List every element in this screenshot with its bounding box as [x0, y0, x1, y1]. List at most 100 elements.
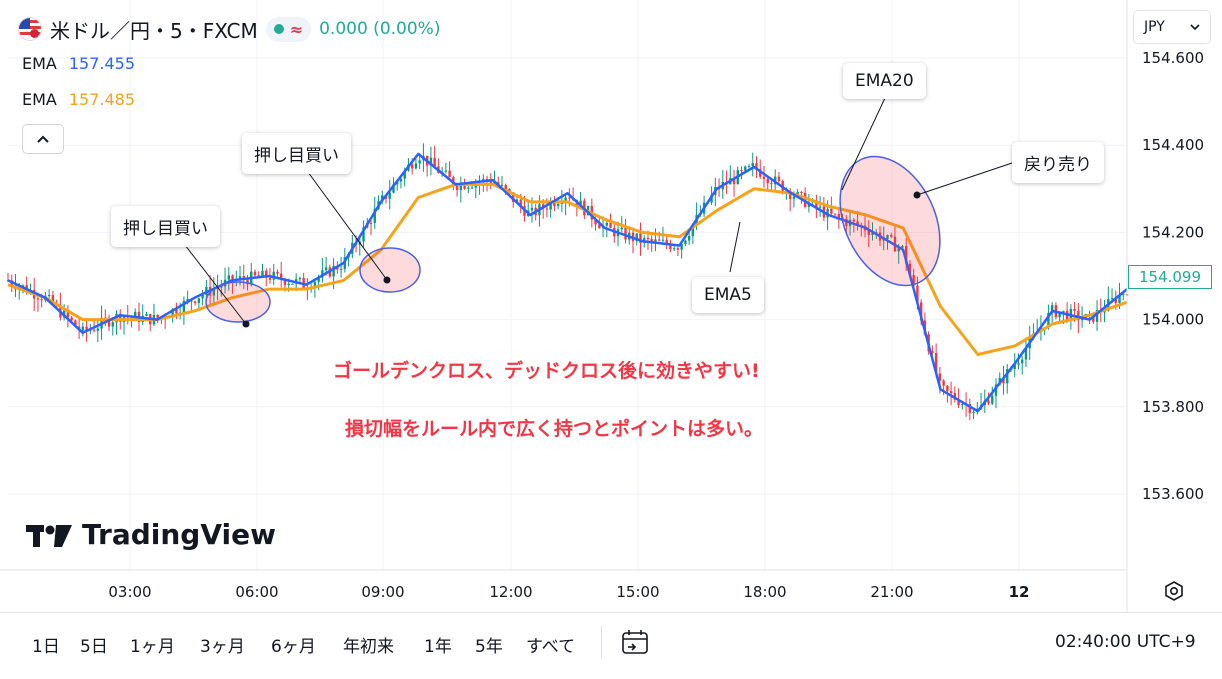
candle — [867, 220, 870, 248]
ema-fast-line — [7, 152, 1128, 413]
x-tick-label: 18:00 — [743, 583, 786, 601]
candle — [751, 152, 754, 177]
x-tick-label: 15:00 — [616, 583, 659, 601]
candle — [822, 196, 826, 222]
last-price-tag: 154.099 — [1128, 265, 1212, 289]
callout-ema5[interactable]: EMA5 — [692, 277, 764, 313]
candle — [369, 217, 373, 235]
range-5d-button[interactable]: 5日 — [80, 637, 108, 657]
candle — [747, 164, 751, 169]
symbol-title[interactable]: 米ドル／円・5・FXCM — [50, 18, 258, 43]
market-open-dot-icon — [273, 24, 284, 34]
candle — [957, 388, 960, 409]
currency-label: JPY — [1144, 19, 1165, 35]
range-6m-button[interactable]: 6ヶ月 — [271, 637, 316, 657]
y-tick-label: 153.800 — [1142, 398, 1204, 416]
candle — [261, 264, 264, 278]
range-1y-button[interactable]: 1年 — [424, 637, 452, 657]
candle — [672, 246, 676, 251]
highlight-ellipse-buy1 — [205, 281, 271, 323]
range-ytd-button[interactable]: 年初来 — [343, 637, 394, 657]
candle — [459, 176, 463, 203]
candle — [339, 256, 343, 278]
candle — [762, 165, 766, 188]
candle — [549, 197, 552, 218]
candle — [766, 176, 769, 192]
candle — [1006, 364, 1009, 394]
bottom-toolbar — [0, 612, 1222, 679]
candle — [1021, 356, 1024, 375]
collapse-legend-button[interactable] — [22, 124, 64, 154]
note-line-1[interactable]: ゴールデンクロス、デッドクロス後に効きやすい! — [333, 360, 760, 382]
candle — [818, 196, 822, 217]
candle — [759, 159, 762, 179]
highlight-ellipse-sell — [839, 155, 941, 287]
candle — [777, 172, 781, 185]
candle — [201, 289, 204, 306]
candle — [107, 314, 111, 332]
status-pill[interactable]: ≈ — [265, 16, 312, 42]
delayed-icon: ≈ — [289, 19, 304, 39]
candle — [149, 313, 152, 332]
candle — [1024, 337, 1028, 368]
candle — [680, 242, 683, 259]
indicator-ema-slow[interactable]: EMA 157.485 — [22, 90, 135, 109]
symbol-header: 米ドル／円・5・FXCM ≈ 0.000 (0.00%) — [18, 12, 440, 46]
candle — [212, 276, 216, 305]
candle — [976, 402, 979, 415]
y-tick-label: 154.600 — [1142, 49, 1204, 67]
price-chart[interactable]: 154.600 154.400 154.200 154.000 153.800 153.6… — [0, 0, 1222, 612]
candle — [972, 410, 975, 420]
candle — [624, 219, 627, 244]
indicator-label: EMA — [22, 54, 57, 73]
indicator-ema-fast[interactable]: EMA 157.455 — [22, 54, 135, 73]
range-5y-button[interactable]: 5年 — [475, 637, 503, 657]
candle — [949, 381, 953, 406]
tradingview-logo[interactable]: TradingView — [26, 518, 276, 551]
x-tick-label: 06:00 — [235, 583, 278, 601]
range-all-button[interactable]: すべて — [526, 637, 576, 657]
candle — [1069, 304, 1073, 330]
callout-sell[interactable]: 戻り売り — [1012, 142, 1104, 183]
candle — [429, 146, 433, 176]
candle — [280, 261, 283, 288]
candle — [1017, 353, 1020, 370]
callout-buy2[interactable]: 押し目買い — [242, 133, 351, 174]
candle — [1050, 302, 1054, 325]
note-line-2[interactable]: 損切幅をルール内で広く持つとポイントは多い。 — [345, 418, 764, 440]
currency-select[interactable]: JPY — [1133, 10, 1211, 44]
candle — [467, 185, 470, 194]
date-range-calendar-icon[interactable] — [620, 628, 652, 656]
candle — [1002, 365, 1005, 395]
candle — [444, 162, 448, 174]
x-tick-label: 09:00 — [361, 583, 404, 601]
logo-text: TradingView — [82, 518, 276, 551]
range-3m-button[interactable]: 3ヶ月 — [200, 637, 245, 657]
candle — [755, 156, 758, 178]
toolbar-divider — [601, 626, 602, 658]
candle — [152, 303, 156, 327]
candle — [1110, 288, 1114, 302]
candle — [231, 274, 234, 294]
candle — [639, 222, 642, 256]
candle — [321, 257, 324, 283]
callout-ema20[interactable]: EMA20 — [843, 63, 926, 99]
timezone-clock[interactable]: 02:40:00 UTC+9 — [1055, 632, 1196, 652]
range-1d-button[interactable]: 1日 — [32, 637, 60, 657]
settings-icon[interactable] — [1165, 581, 1183, 601]
candle — [433, 145, 436, 167]
candle — [448, 161, 451, 178]
callout-buy1[interactable]: 押し目買い — [111, 206, 220, 247]
us-jp-flag-icon — [18, 17, 42, 41]
range-1m-button[interactable]: 1ヶ月 — [130, 637, 175, 657]
highlight-ellipse-buy2 — [359, 247, 421, 293]
candle — [193, 300, 197, 306]
candle — [96, 318, 100, 342]
leader-dot-sell — [913, 191, 921, 199]
leader-dot-buy1 — [242, 320, 250, 328]
candle — [770, 179, 773, 190]
candle — [564, 194, 567, 216]
candle — [886, 234, 889, 250]
candle — [931, 345, 934, 356]
leader-dot-buy2 — [383, 276, 391, 284]
